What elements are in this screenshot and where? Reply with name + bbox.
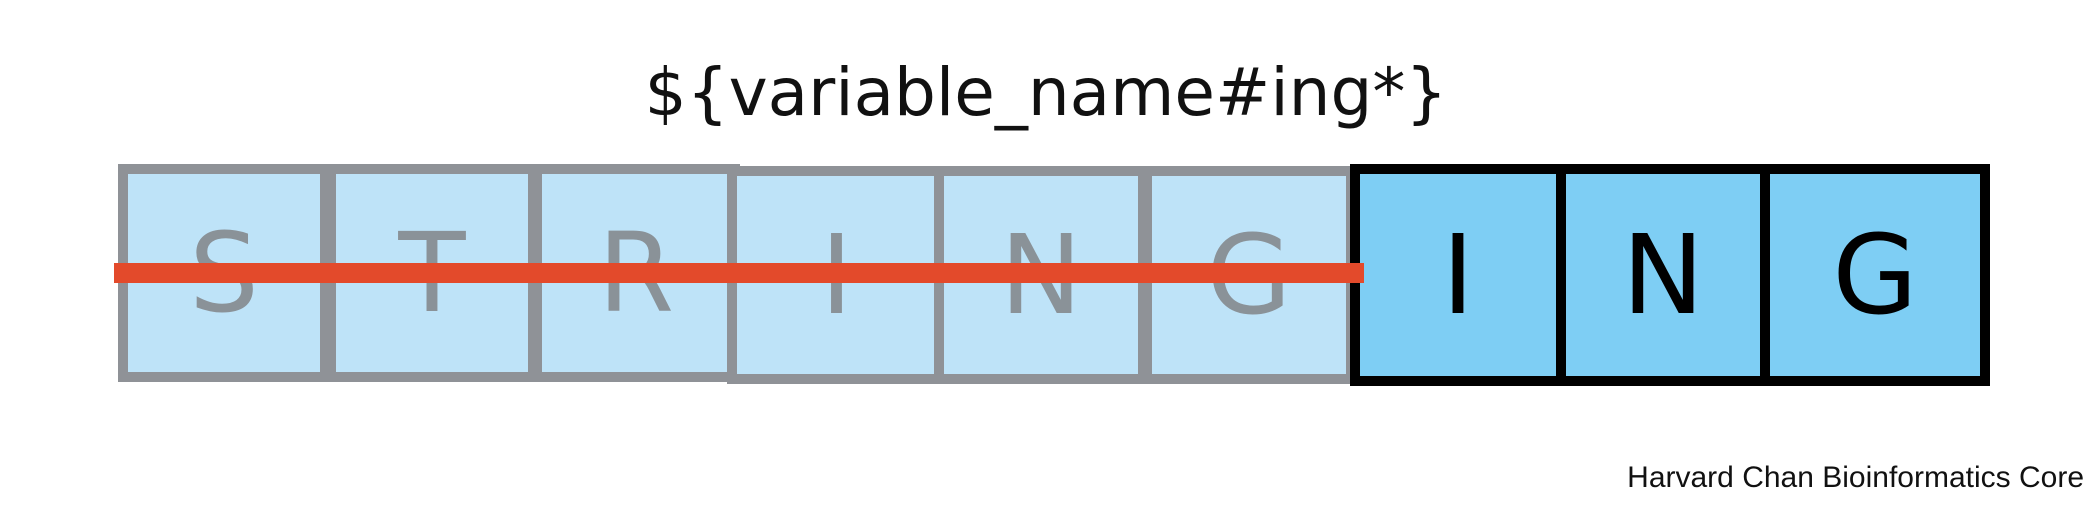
kept-cell-g: G xyxy=(1760,164,1990,386)
removal-strike-line xyxy=(114,263,1364,283)
credit-text: Harvard Chan Bioinformatics Core xyxy=(1627,461,2084,494)
expression-title: ${variable_name#ing*} xyxy=(644,54,1448,131)
kept-cell-i: I xyxy=(1350,164,1566,386)
kept-cell-n: N xyxy=(1556,164,1770,386)
